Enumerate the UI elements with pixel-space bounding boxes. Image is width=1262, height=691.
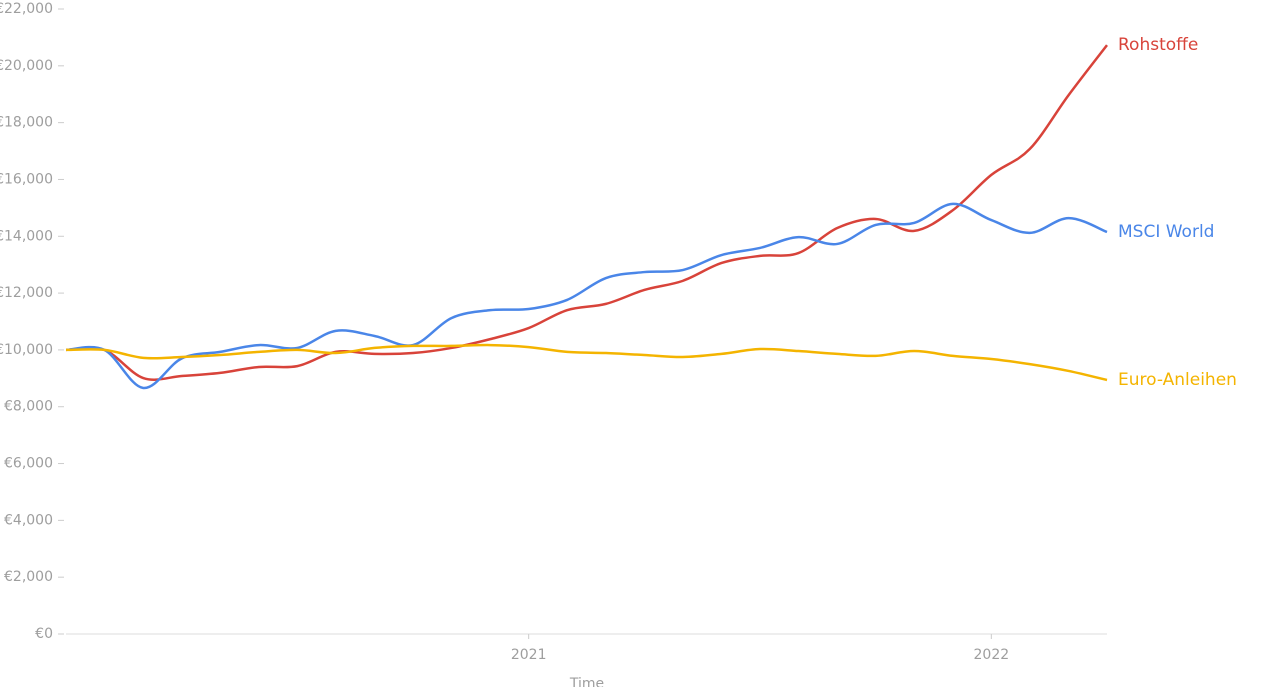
series-line [65,343,1108,382]
y-tick-label: €4,000 [4,512,53,528]
series-line [65,44,1108,381]
y-tick-label: €16,000 [0,171,53,187]
y-tick-label: €0 [35,626,53,642]
series-line [65,202,1108,390]
series-label: Rohstoffe [1118,35,1198,55]
y-tick-label: €10,000 [0,342,53,358]
y-tick-label: €12,000 [0,285,53,301]
y-tick-label: €6,000 [4,456,53,472]
y-tick-label: €22,000 [0,1,53,17]
x-axis-title: Time [569,676,604,687]
series-label: MSCI World [1118,222,1214,242]
x-tick-label: 2022 [974,647,1010,663]
y-tick-label: €18,000 [0,115,53,131]
x-tick-label: 2021 [511,647,547,663]
y-tick-label: €2,000 [4,569,53,585]
y-tick-label: €8,000 [4,399,53,415]
series-label: Euro-Anleihen [1118,370,1237,390]
y-tick-label: €14,000 [0,228,53,244]
y-tick-label: €20,000 [0,58,53,74]
